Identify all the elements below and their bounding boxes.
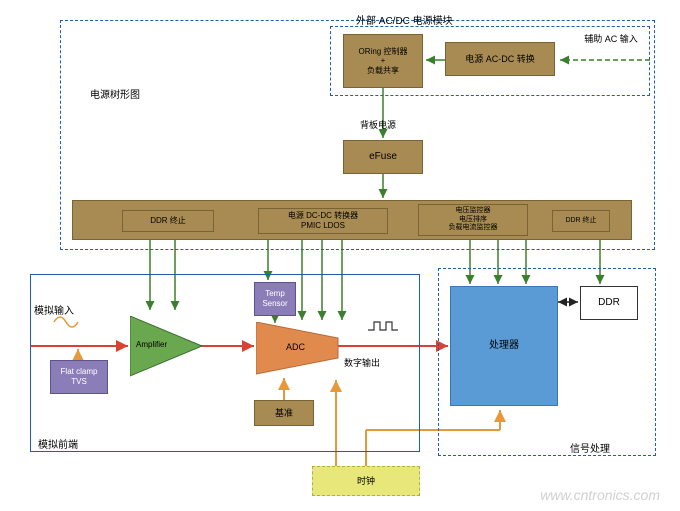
sig-proc-label: 信号处理 [570,440,610,455]
amplifier-label: Amplifier [136,340,167,349]
power-tree-label: 电源树形图 [90,86,140,101]
analog-input-label: 模拟输入 [34,302,74,317]
dcdc-block: 电源 DC-DC 转换器 PMIC LDOS [258,208,388,234]
adc-block: ADC [256,322,338,374]
efuse-block: eFuse [343,140,423,174]
oring-block: ORing 控制器 + 负载共享 [343,34,423,88]
aux-ac-label: 辅助 AC 输入 [576,32,646,45]
backplane-label: 背板电源 [360,118,396,131]
processor-block: 处理器 [450,286,558,406]
monitor-block: 电压监控器 电压排序 负载电流监控器 [418,204,528,236]
digital-output-label: 数字输出 [344,356,380,369]
clock-block: 时钟 [312,466,420,496]
acdc-block: 电源 AC-DC 转换 [445,42,555,76]
flat-tvs-block: Flat clamp TVS [50,360,108,394]
ddr-term-left: DDR 终止 [122,210,214,232]
adc-label: ADC [286,342,305,352]
base-block: 基准 [254,400,314,426]
watermark: www.cntronics.com [540,487,660,503]
ext-module-label: 外部 AC/DC 电源模块 [356,12,453,27]
ddr-term-right: DDR 终止 [552,210,610,232]
afe-label: 模拟前端 [38,436,78,451]
diagram-canvas: { "colors": { "dashed_blue": "#1f5db3", … [0,0,680,511]
amplifier-block: Amplifier [130,316,202,376]
ddr-block: DDR [580,286,638,320]
temp-sensor-block: Temp Sensor [254,282,296,316]
